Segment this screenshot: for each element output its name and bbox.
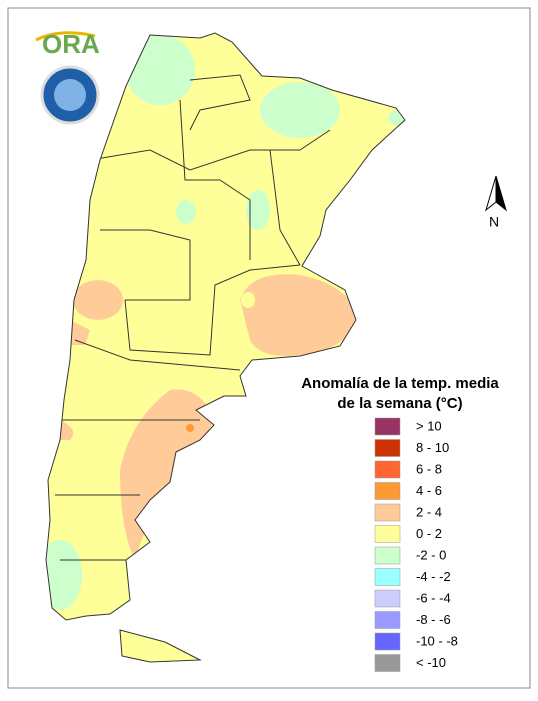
legend-label: < -10 (416, 655, 446, 670)
province-borders (55, 74, 331, 561)
logo-swoosh (35, 31, 96, 42)
legend-label: 2 - 4 (416, 504, 442, 519)
logo-text: ORA (42, 29, 100, 59)
north-label: N (489, 214, 499, 230)
anomaly-zone (60, 420, 74, 440)
legend-label: 6 - 8 (416, 461, 442, 476)
legend-label: -4 - -2 (416, 569, 451, 584)
tierra-del-fuego (119, 629, 202, 663)
legend-title: Anomalía de la temp. media (301, 375, 499, 392)
legend-label: -6 - -4 (416, 590, 451, 605)
anomaly-zone (240, 274, 360, 356)
anomaly-zone (246, 190, 270, 230)
anomaly-zone (73, 280, 123, 320)
legend-swatch (374, 525, 401, 543)
legend-swatch (374, 632, 401, 651)
legend-swatch (374, 460, 401, 479)
anomaly-zone (176, 200, 196, 224)
legend-label: -8 - -6 (416, 612, 451, 627)
country-outline (45, 32, 406, 621)
legend-swatch (374, 503, 401, 522)
anomaly-zone (125, 35, 195, 105)
legend-label: -10 - -8 (416, 633, 458, 648)
anomaly-zone (260, 82, 340, 138)
anomaly-zone (186, 424, 194, 432)
legend-label: 4 - 6 (416, 483, 442, 498)
legend-swatch (374, 546, 401, 565)
legend-swatch (374, 568, 401, 586)
legend-swatch (374, 417, 401, 436)
legend-swatch (374, 654, 401, 672)
legend-swatch (374, 589, 401, 608)
legend-title: de la semana (°C) (337, 395, 462, 412)
anomaly-zone (241, 292, 255, 308)
legend-swatch (374, 439, 401, 457)
legend-swatch (374, 611, 401, 629)
legend-label: -2 - 0 (416, 547, 446, 562)
legend: Anomalía de la temp. media de la semana (… (301, 375, 499, 672)
legend-label: 8 - 10 (416, 440, 449, 455)
logo-emblem-center (54, 79, 86, 111)
north-arrow: N (485, 175, 507, 230)
logo: ORA (35, 29, 100, 125)
legend-label: 0 - 2 (416, 526, 442, 541)
legend-label: > 10 (416, 418, 442, 433)
legend-swatch (374, 482, 401, 500)
